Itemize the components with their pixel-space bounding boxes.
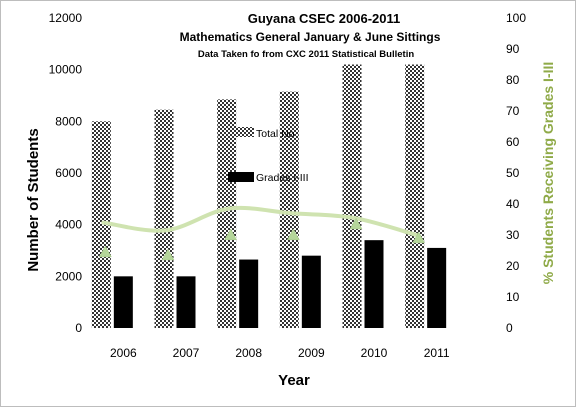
- left-axis-tick-label: 0: [75, 321, 82, 335]
- chart-subtitle: Mathematics General January & June Sitti…: [180, 30, 441, 44]
- grades-bar: [176, 276, 196, 328]
- percent-marker: [224, 228, 238, 241]
- legend-label-total: Total No: [256, 128, 295, 140]
- total-bar: [91, 121, 111, 328]
- left-axis-tick-label: 8000: [55, 114, 82, 128]
- x-axis-title: Year: [278, 372, 310, 389]
- left-axis-tick-label: 4000: [55, 218, 82, 232]
- y2-axis-title: % Students Receiving Grades I-III: [540, 62, 556, 285]
- percent-marker: [349, 217, 363, 230]
- left-axis-tick-label: 2000: [55, 269, 82, 283]
- total-bar: [405, 64, 425, 328]
- percent-trend: [101, 205, 419, 237]
- chart-title: Guyana CSEC 2006-2011: [248, 11, 400, 26]
- x-axis-tick-label: 2006: [110, 346, 137, 360]
- total-bar: [217, 99, 237, 328]
- right-axis-tick-label: 60: [506, 135, 520, 149]
- right-axis-tick-label: 0: [506, 321, 513, 335]
- x-axis-tick-label: 2010: [361, 346, 388, 360]
- percent-marker: [161, 248, 175, 261]
- total-bar: [279, 91, 299, 328]
- right-axis-tick-label: 10: [506, 290, 520, 304]
- grades-bar: [113, 276, 133, 328]
- legend-swatch-grades: [228, 172, 254, 182]
- total-bar: [154, 109, 174, 328]
- right-axis-tick-label: 90: [506, 42, 520, 56]
- right-axis-tick-label: 80: [506, 73, 520, 87]
- right-axis-tick-label: 100: [506, 11, 526, 25]
- right-axis-tick-label: 70: [506, 104, 520, 118]
- right-axis-tick-label: 40: [506, 197, 520, 211]
- chart-source-note: Data Taken fo from CXC 2011 Statistical …: [198, 49, 414, 60]
- left-axis-tick-label: 6000: [55, 166, 82, 180]
- x-axis: 2006 2007 2008 2009 2010 2011: [110, 346, 450, 360]
- y-axis-title: Number of Students: [25, 128, 42, 271]
- percent-markers: [98, 217, 426, 261]
- percent-marker: [412, 231, 426, 244]
- legend-label-grades: Grades I-III: [256, 172, 309, 184]
- right-axis-tick-label: 50: [506, 166, 520, 180]
- x-axis-tick-label: 2011: [424, 346, 450, 360]
- grades-bar: [427, 247, 447, 328]
- right-axis: 0 10 20 30 40 50 60 70 80 90 100: [506, 11, 526, 335]
- trend-line: [101, 205, 419, 237]
- right-axis-tick-label: 30: [506, 228, 520, 242]
- total-bars: [91, 64, 425, 328]
- x-axis-tick-label: 2009: [298, 346, 325, 360]
- percent-marker: [286, 228, 300, 241]
- grades-bar: [239, 259, 259, 328]
- grades-bar: [364, 240, 384, 328]
- percent-marker: [98, 245, 112, 258]
- left-axis-tick-label: 12000: [49, 11, 83, 25]
- total-bar: [342, 64, 362, 328]
- left-axis: 0 2000 4000 6000 8000 10000 12000: [49, 11, 83, 335]
- x-axis-tick-label: 2007: [173, 346, 200, 360]
- legend: Total No Grades I-III: [228, 127, 309, 184]
- grades-bars: [113, 240, 447, 328]
- left-axis-tick-label: 10000: [49, 63, 83, 77]
- x-axis-tick-label: 2008: [235, 346, 262, 360]
- grades-bar: [301, 255, 321, 328]
- right-axis-tick-label: 20: [506, 259, 520, 273]
- legend-swatch-total: [228, 127, 254, 137]
